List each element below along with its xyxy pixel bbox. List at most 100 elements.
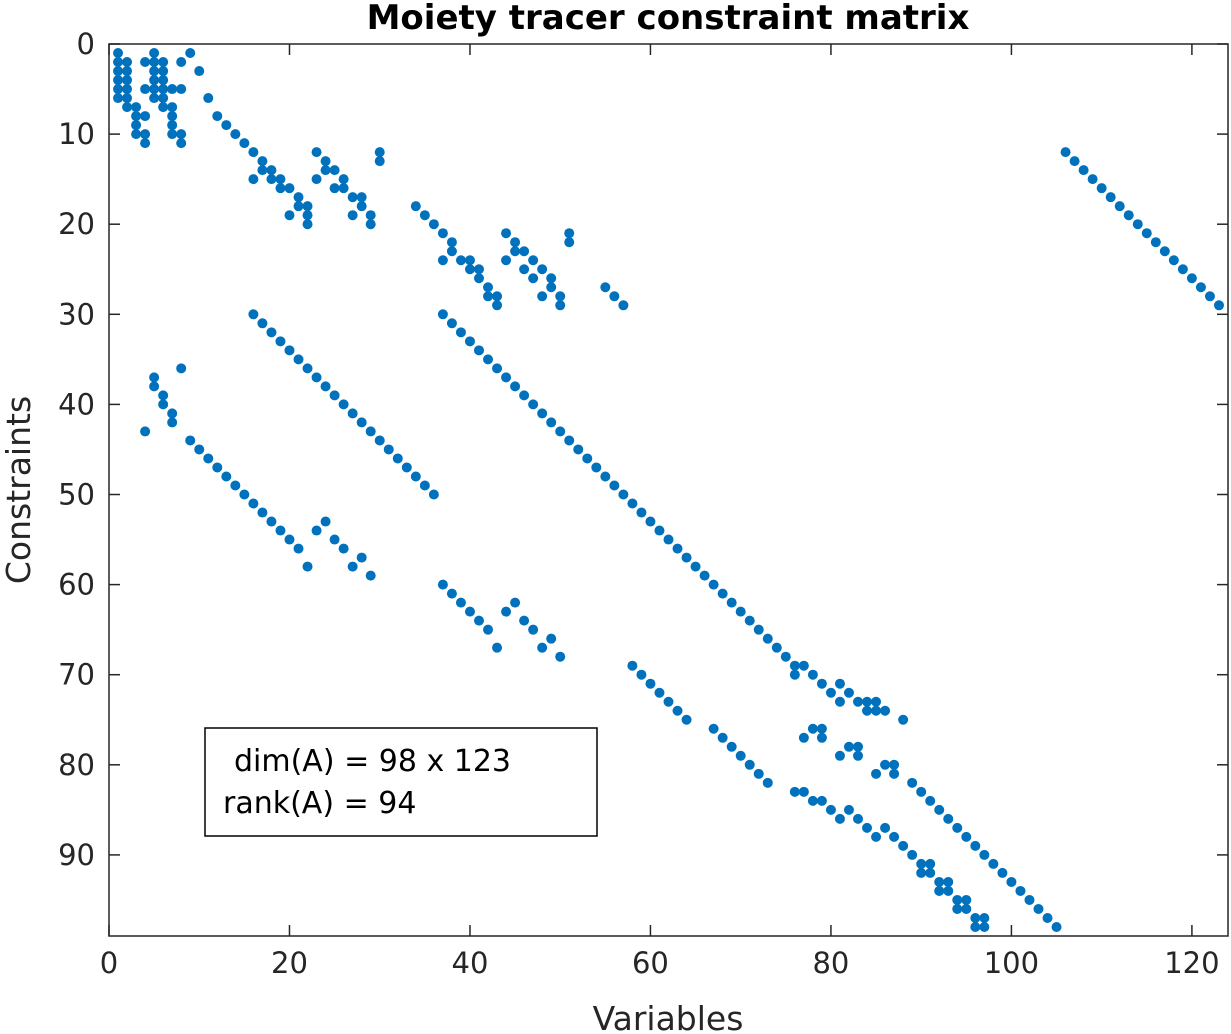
nonzero-point <box>167 102 178 113</box>
y-axis-label: Constraints <box>0 396 38 584</box>
nonzero-point <box>320 165 331 176</box>
nonzero-point <box>510 597 521 608</box>
data-points <box>113 48 1224 932</box>
nonzero-point <box>744 615 755 626</box>
nonzero-point <box>347 210 358 221</box>
nonzero-point <box>347 408 358 419</box>
nonzero-point <box>284 534 295 545</box>
nonzero-point <box>762 633 773 644</box>
nonzero-point <box>798 786 809 797</box>
y-tick-label: 20 <box>58 207 95 241</box>
nonzero-point <box>537 642 548 653</box>
nonzero-point <box>257 507 268 518</box>
nonzero-point <box>1132 219 1143 230</box>
nonzero-point <box>825 687 836 698</box>
nonzero-point <box>185 48 196 59</box>
nonzero-point <box>176 57 187 68</box>
y-tick-label: 50 <box>58 478 95 512</box>
nonzero-point <box>717 732 728 743</box>
nonzero-point <box>176 138 187 149</box>
nonzero-point <box>140 426 151 437</box>
nonzero-point <box>789 786 800 797</box>
nonzero-point <box>636 669 647 680</box>
nonzero-point <box>122 102 133 113</box>
nonzero-point <box>970 912 981 923</box>
nonzero-point <box>266 516 277 527</box>
nonzero-point <box>862 822 873 833</box>
nonzero-point <box>798 660 809 671</box>
nonzero-point <box>122 57 133 68</box>
nonzero-point <box>889 831 900 842</box>
nonzero-point <box>925 867 936 878</box>
nonzero-point <box>311 174 322 185</box>
nonzero-point <box>365 426 376 437</box>
nonzero-point <box>780 651 791 662</box>
nonzero-point <box>203 93 214 104</box>
nonzero-point <box>618 489 629 500</box>
nonzero-point <box>735 750 746 761</box>
nonzero-point <box>239 489 250 500</box>
nonzero-point <box>880 822 891 833</box>
nonzero-point <box>302 363 313 374</box>
nonzero-point <box>708 579 719 590</box>
nonzero-point <box>275 336 286 347</box>
nonzero-point <box>537 264 548 275</box>
nonzero-point <box>988 858 999 869</box>
nonzero-point <box>1195 282 1206 293</box>
nonzero-point <box>573 444 584 455</box>
nonzero-point <box>113 84 124 95</box>
nonzero-point <box>149 66 160 77</box>
nonzero-point <box>455 255 466 266</box>
nonzero-point <box>428 219 439 230</box>
nonzero-point <box>880 705 891 716</box>
nonzero-point <box>167 417 178 428</box>
nonzero-point <box>1078 165 1089 176</box>
nonzero-point <box>428 489 439 500</box>
nonzero-point <box>176 363 187 374</box>
nonzero-point <box>501 255 512 266</box>
nonzero-point <box>934 804 945 815</box>
nonzero-point <box>212 462 223 473</box>
nonzero-point <box>230 129 241 140</box>
nonzero-point <box>627 660 638 671</box>
nonzero-point <box>483 624 494 635</box>
nonzero-point <box>708 723 719 734</box>
nonzero-point <box>230 480 241 491</box>
nonzero-point <box>122 75 133 86</box>
nonzero-point <box>419 480 430 491</box>
nonzero-point <box>185 435 196 446</box>
nonzero-point <box>519 246 530 257</box>
nonzero-point <box>735 606 746 617</box>
x-axis-label: Variables <box>593 999 744 1034</box>
nonzero-point <box>383 444 394 455</box>
nonzero-point <box>843 804 854 815</box>
nonzero-point <box>1051 921 1062 932</box>
y-tick-label: 30 <box>58 297 95 331</box>
nonzero-point <box>1186 273 1197 284</box>
nonzero-point <box>275 183 286 194</box>
y-tick-label: 10 <box>58 117 95 151</box>
nonzero-point <box>293 543 304 554</box>
nonzero-point <box>1060 147 1071 158</box>
nonzero-point <box>663 534 674 545</box>
nonzero-point <box>248 498 259 509</box>
nonzero-point <box>654 687 665 698</box>
nonzero-point <box>158 75 169 86</box>
nonzero-point <box>365 210 376 221</box>
nonzero-point <box>356 552 367 563</box>
y-tick-label: 40 <box>58 387 95 421</box>
nonzero-point <box>140 129 151 140</box>
nonzero-point <box>519 264 530 275</box>
nonzero-point <box>158 57 169 68</box>
nonzero-point <box>871 696 882 707</box>
nonzero-point <box>221 120 232 131</box>
nonzero-point <box>275 174 286 185</box>
nonzero-point <box>528 273 539 284</box>
nonzero-point <box>1006 876 1017 887</box>
y-tick-label: 90 <box>58 838 95 872</box>
nonzero-point <box>329 165 340 176</box>
nonzero-point <box>762 777 773 788</box>
nonzero-point <box>798 732 809 743</box>
nonzero-point <box>853 813 864 824</box>
nonzero-point <box>807 723 818 734</box>
